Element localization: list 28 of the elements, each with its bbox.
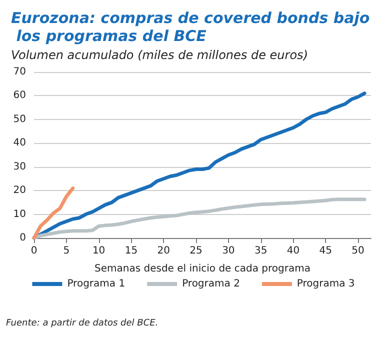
x-tick-label: 30 (222, 246, 235, 256)
x-axis-title: Semanas desde el inicio de cada programa (94, 264, 310, 274)
legend-label: Programa 1 (67, 278, 126, 290)
x-tick-label: 45 (319, 246, 332, 256)
y-tick-label: 30 (13, 161, 26, 172)
line-series (32, 198, 366, 240)
y-tick-label: 60 (13, 90, 26, 102)
y-tick-label: 70 (13, 66, 26, 78)
legend-label: Programa 2 (182, 278, 240, 290)
x-tick-label: 25 (190, 246, 202, 256)
y-tick-label: 50 (13, 114, 26, 125)
y-tick-label: 10 (13, 208, 26, 220)
x-tick-label: 20 (157, 246, 170, 256)
x-tick-label: 10 (92, 246, 106, 256)
y-tick-label: 0 (20, 232, 26, 244)
x-tick-label: 50 (352, 246, 364, 256)
y-tick-label: 20 (13, 185, 26, 196)
x-tick-label: 5 (63, 246, 70, 256)
y-tick-label: 40 (13, 138, 26, 149)
line-series (32, 186, 75, 240)
x-tick-label: 35 (254, 246, 268, 256)
chart-subtitle: Volumen acumulado (miles de millones de euros) (11, 48, 308, 62)
x-tick-label: 15 (124, 246, 138, 256)
legend-label: Programa 3 (296, 278, 355, 290)
x-tick-label: 40 (286, 246, 300, 256)
source-note: Fuente: a partir de datos del BCE. (6, 318, 158, 328)
chart-title: Eurozona: compras de covered bonds bajo los programas del BCE (11, 9, 370, 45)
x-tick-label: 0 (30, 246, 38, 256)
